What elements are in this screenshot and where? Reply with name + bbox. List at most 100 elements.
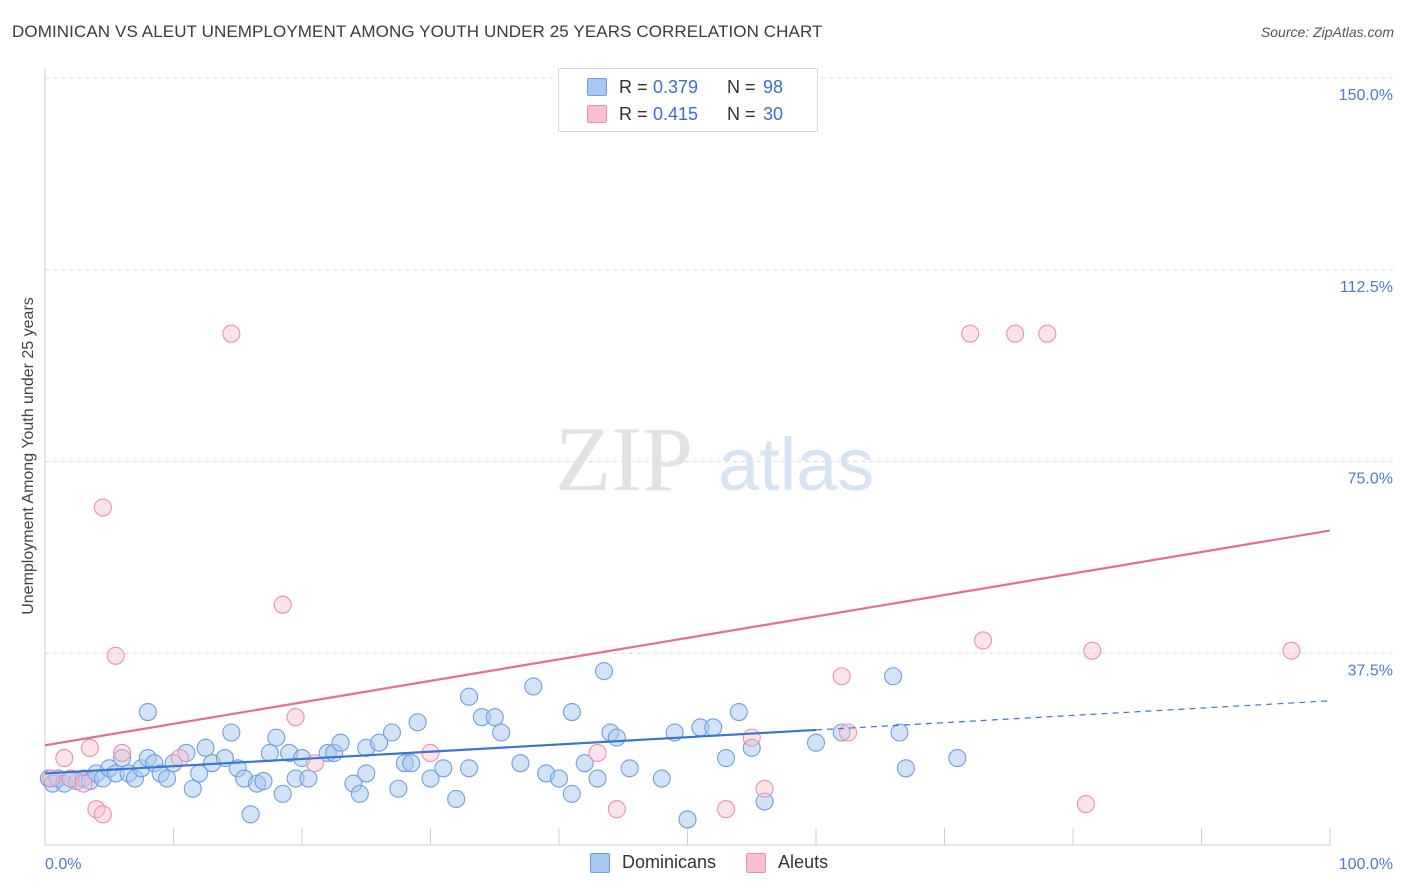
data-point-dominicans [652, 769, 671, 788]
data-point-aleuts [286, 708, 305, 727]
data-point-dominicans [267, 728, 286, 747]
series-legend: Dominicans Aleuts [590, 852, 858, 873]
legend-swatch-aleuts [746, 852, 767, 873]
data-point-dominicans [524, 677, 543, 696]
data-point-dominicans [459, 759, 479, 778]
data-point-aleuts [961, 324, 980, 343]
data-point-dominicans [806, 733, 826, 752]
data-point-dominicans [588, 769, 607, 788]
data-point-dominicans [260, 743, 279, 763]
data-point-aleuts [588, 743, 607, 763]
data-point-dominicans [254, 772, 273, 791]
data-point-dominicans [575, 754, 594, 773]
correlation-legend: R = 0.379 N = 98 R = 0.415 N = 30 [558, 68, 818, 132]
legend-label-dominicans: Dominicans [622, 852, 717, 872]
data-point-dominicans [620, 759, 639, 778]
data-point-dominicans [421, 769, 440, 788]
watermark: ZIP atlas [555, 408, 874, 510]
data-point-dominicans [382, 723, 402, 742]
data-point-dominicans [607, 728, 626, 747]
legend-n-value: 30 [763, 103, 784, 124]
data-point-dominicans [138, 703, 157, 722]
data-point-dominicans [594, 662, 614, 681]
data-point-dominicans [459, 687, 479, 706]
legend-swatch-aleuts [587, 105, 607, 123]
data-point-dominicans [716, 749, 736, 768]
data-point-dominicans [948, 749, 967, 768]
legend-item-dominicans: Dominicans [590, 852, 716, 873]
data-point-dominicans [158, 769, 177, 788]
data-point-dominicans [678, 810, 697, 829]
data-point-dominicans [729, 703, 748, 722]
chart-source: Source: ZipAtlas.com [1260, 24, 1394, 40]
data-point-dominicans [370, 733, 389, 752]
data-points [39, 324, 1301, 829]
data-point-aleuts [742, 728, 761, 747]
data-point-aleuts [755, 779, 774, 798]
data-point-dominicans [511, 754, 530, 773]
data-point-dominicans [196, 738, 215, 757]
legend-swatch-dominicans [587, 78, 607, 96]
legend-n-value: 98 [763, 76, 784, 97]
data-point-aleuts [839, 723, 858, 742]
legend-n-label: N = [727, 76, 756, 97]
data-point-aleuts [106, 646, 125, 665]
axes [44, 68, 1331, 846]
data-point-aleuts [93, 805, 112, 824]
data-point-aleuts [1076, 795, 1095, 814]
data-point-aleuts [832, 667, 851, 686]
trend-line-aleuts [44, 529, 1331, 747]
grid-lines [45, 77, 1395, 654]
legend-row-dominicans: R = 0.379 N = 98 [587, 75, 783, 99]
data-point-aleuts [1006, 324, 1025, 343]
data-point-dominicans [402, 754, 421, 773]
trend-lines [44, 529, 1331, 775]
chart-title: DOMINICAN VS ALEUT UNEMPLOYMENT AMONG YO… [12, 22, 823, 41]
legend-row-aleuts: R = 0.415 N = 30 [587, 102, 783, 126]
x-tick-label: 100.0% [1339, 856, 1393, 873]
data-point-aleuts [607, 800, 626, 819]
trend-line-extension [815, 700, 1331, 731]
data-point-aleuts [222, 324, 241, 343]
data-point-dominicans [331, 733, 350, 752]
data-point-aleuts [55, 749, 74, 768]
data-point-dominicans [562, 703, 581, 722]
data-point-aleuts [1282, 641, 1301, 660]
data-point-dominicans [549, 769, 569, 788]
data-point-dominicans [896, 759, 916, 778]
legend-item-aleuts: Aleuts [746, 852, 828, 873]
y-tick-label: 37.5% [1348, 662, 1393, 679]
data-point-dominicans [755, 792, 774, 811]
legend-r-value: 0.379 [653, 76, 699, 97]
data-point-dominicans [704, 718, 723, 737]
data-point-aleuts [1038, 324, 1057, 343]
y-tick-label: 150.0% [1339, 87, 1393, 104]
data-point-dominicans [350, 784, 369, 803]
data-point-dominicans [389, 779, 408, 798]
data-point-dominicans [884, 667, 903, 686]
data-point-dominicans [485, 708, 504, 727]
data-point-aleuts [80, 738, 100, 757]
data-point-dominicans [222, 723, 241, 742]
legend-n-label: N = [727, 103, 756, 124]
data-point-dominicans [832, 723, 851, 742]
legend-label-aleuts: Aleuts [778, 852, 829, 872]
data-point-aleuts [1083, 641, 1102, 660]
data-point-aleuts [93, 498, 112, 517]
data-point-dominicans [113, 749, 132, 768]
legend-r-label: R = [619, 103, 648, 124]
data-point-dominicans [241, 805, 260, 824]
y-axis-label: Unemployment Among Youth under 25 years [20, 297, 37, 615]
data-point-aleuts [170, 749, 189, 768]
legend-r-value: 0.415 [653, 103, 699, 124]
y-tick-label: 112.5% [1340, 279, 1393, 296]
data-point-aleuts [973, 631, 993, 650]
y-tick-label: 75.0% [1348, 471, 1393, 488]
data-point-dominicans [273, 784, 292, 803]
data-point-dominicans [742, 738, 761, 757]
data-point-dominicans [492, 723, 511, 742]
data-point-dominicans [299, 769, 318, 788]
trend-line-dominicans [44, 728, 817, 775]
x-tick-label: 0.0% [45, 856, 81, 873]
